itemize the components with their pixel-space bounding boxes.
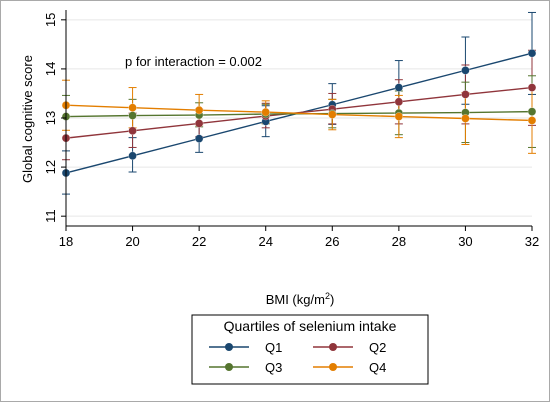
q4-data-point bbox=[328, 110, 337, 119]
x-axis-title: BMI (kg/m2) bbox=[266, 291, 335, 307]
grid-layer bbox=[66, 19, 532, 217]
x-tick-label: 18 bbox=[59, 234, 73, 249]
q4-data-point bbox=[527, 116, 537, 125]
x-tick-label: 22 bbox=[192, 234, 206, 249]
q2-data-point bbox=[527, 83, 537, 92]
x-axis-title-suffix: ) bbox=[330, 292, 334, 307]
legend-items: Q1 Q2 Q3 Q4 bbox=[209, 340, 386, 375]
legend-q2-label: Q2 bbox=[369, 340, 386, 355]
legend-q2-marker bbox=[329, 343, 337, 351]
q2-data-point bbox=[194, 119, 204, 128]
q1-data-point bbox=[394, 83, 404, 92]
series-layer bbox=[61, 49, 537, 178]
q1-data-point bbox=[128, 151, 137, 160]
legend-q1-label: Q1 bbox=[265, 340, 282, 355]
q4-data-point bbox=[128, 103, 137, 112]
y-tick-label: 11 bbox=[43, 209, 58, 223]
q1-data-point bbox=[461, 66, 470, 75]
y-axis-title: Global cognitive score bbox=[20, 55, 35, 183]
legend-q3-marker bbox=[225, 363, 233, 371]
q4-data-point bbox=[461, 114, 470, 123]
x-tick-label: 32 bbox=[525, 234, 539, 249]
q3-data-point bbox=[527, 107, 537, 116]
y-tick-label: 12 bbox=[43, 160, 58, 174]
legend-q4-label: Q4 bbox=[369, 360, 386, 375]
x-tick-label: 24 bbox=[258, 234, 272, 249]
q4-data-point bbox=[194, 105, 204, 115]
x-axis-title-main: BMI (kg/m bbox=[266, 292, 325, 307]
legend: Quartiles of selenium intake Q1 Q2 Q3 Q4 bbox=[191, 314, 429, 385]
q2-series-line bbox=[65, 86, 533, 139]
legend-q4-marker bbox=[329, 363, 337, 371]
legend-q1-marker bbox=[225, 343, 233, 351]
q4-data-point bbox=[394, 112, 404, 121]
legend-title: Quartiles of selenium intake bbox=[224, 318, 397, 334]
q1-data-point bbox=[527, 49, 537, 58]
q1-data-point bbox=[194, 134, 204, 143]
x-tick-label: 20 bbox=[125, 234, 139, 249]
annotation-text: p for interaction = 0.002 bbox=[125, 54, 262, 69]
x-tick-label: 28 bbox=[392, 234, 406, 249]
x-tick-label: 26 bbox=[325, 234, 339, 249]
q4-data-point bbox=[261, 107, 270, 117]
q4-series-line bbox=[65, 104, 533, 122]
y-tick-label: 15 bbox=[43, 13, 58, 27]
x-tick-label: 30 bbox=[458, 234, 472, 249]
q2-data-point bbox=[128, 126, 137, 135]
q2-data-point bbox=[394, 97, 404, 106]
tick-layer: 11 12 13 14 15 18 20 22 24 26 28 30 32 bbox=[43, 13, 539, 249]
q3-data-point bbox=[128, 111, 137, 120]
legend-q3-label: Q3 bbox=[265, 360, 282, 375]
y-tick-label: 14 bbox=[43, 62, 58, 76]
x-axis-title-sup: 2 bbox=[325, 291, 330, 301]
y-tick-label: 13 bbox=[43, 111, 58, 125]
q2-data-point bbox=[461, 90, 470, 99]
